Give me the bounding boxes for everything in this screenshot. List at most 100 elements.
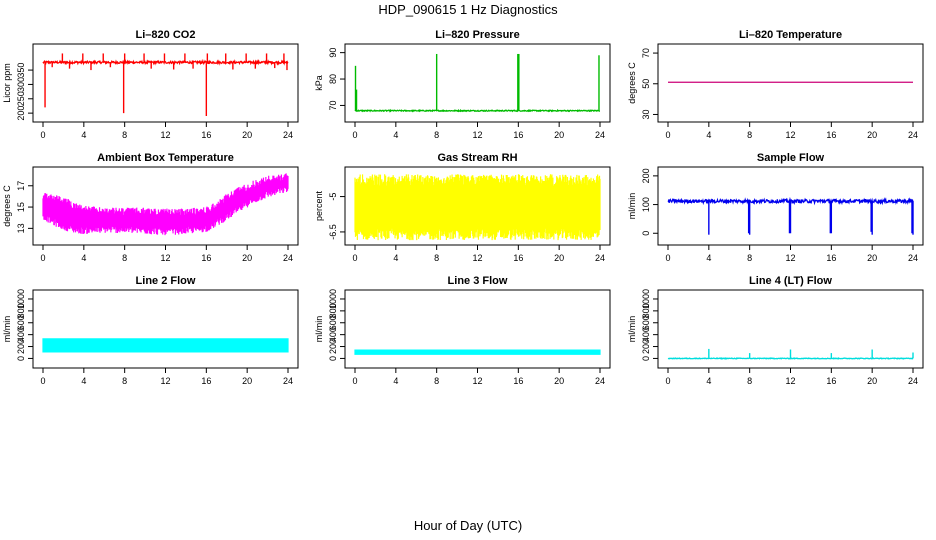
x-tick-label: 4 xyxy=(393,376,398,386)
x-tick-label: 0 xyxy=(40,376,45,386)
panel-title: Li–820 Pressure xyxy=(435,29,519,41)
y-axis-label: percent xyxy=(314,190,324,221)
y-tick-label: 90 xyxy=(328,48,338,58)
x-tick-label: 4 xyxy=(706,253,711,263)
x-tick-label: 0 xyxy=(352,253,357,263)
series-area xyxy=(667,196,914,235)
x-tick-label: 24 xyxy=(908,376,918,386)
y-tick-label: 0 xyxy=(328,356,338,361)
panel-title: Li–820 CO2 xyxy=(136,29,196,41)
y-tick-label: 300 xyxy=(16,77,26,92)
x-tick-label: 12 xyxy=(160,253,170,263)
y-tick-label: 600 xyxy=(16,315,26,330)
y-tick-label: 400 xyxy=(328,327,338,342)
y-tick-label: 350 xyxy=(16,63,26,78)
x-tick-label: 8 xyxy=(122,253,127,263)
x-tick-label: 8 xyxy=(122,130,127,140)
x-tick-label: 0 xyxy=(665,253,670,263)
chart-panel-8: Line 3 Flow ml/min 0 4 8 12 16 20 24 0 20040060080… xyxy=(314,275,611,386)
x-tick-label: 16 xyxy=(513,376,523,386)
plot-frame xyxy=(32,289,299,369)
y-tick-label: -6.5 xyxy=(328,224,338,240)
x-tick-label: 12 xyxy=(785,376,795,386)
x-tick-label: 0 xyxy=(40,130,45,140)
series-area xyxy=(42,338,289,353)
y-axis-label: ml/min xyxy=(627,316,637,343)
chart-panel-5: Gas Stream RH percent 0 4 8 12 16 20 24 -6.5 -5 xyxy=(314,152,611,263)
y-tick-label: 800 xyxy=(641,303,651,318)
plot-frame xyxy=(344,289,611,369)
x-tick-label: 8 xyxy=(747,376,752,386)
x-tick-label: 24 xyxy=(595,253,605,263)
x-tick-label: 4 xyxy=(81,376,86,386)
y-tick-label: 13 xyxy=(16,223,26,233)
y-tick-label: 70 xyxy=(641,48,651,58)
x-tick-label: 0 xyxy=(665,130,670,140)
x-tick-label: 16 xyxy=(826,253,836,263)
y-tick-label: 1000 xyxy=(328,289,338,309)
panel-title: Line 4 (LT) Flow xyxy=(749,275,832,287)
panel-title: Sample Flow xyxy=(757,152,825,164)
chart-panel-1: Li–820 CO2 Licor ppm 0 4 8 12 16 20 24 2002503003… xyxy=(2,29,299,140)
y-tick-label: 100 xyxy=(641,197,651,212)
x-tick-label: 0 xyxy=(40,253,45,263)
chart-panel-6: Sample Flow ml/min 0 4 8 12 16 20 24 0 100 200 xyxy=(627,152,924,263)
x-tick-label: 16 xyxy=(201,253,211,263)
series-line-1 xyxy=(354,108,601,113)
y-tick-label: 30 xyxy=(641,109,651,119)
x-tick-label: 8 xyxy=(122,376,127,386)
x-tick-label: 16 xyxy=(201,376,211,386)
plot-frame xyxy=(32,43,299,123)
y-tick-label: 600 xyxy=(641,315,651,330)
figure-title: HDP_090615 1 Hz Diagnostics xyxy=(378,2,558,17)
x-tick-label: 20 xyxy=(554,130,564,140)
plot-frame xyxy=(657,43,924,123)
x-tick-label: 24 xyxy=(283,376,293,386)
figure-x-axis-label: Hour of Day (UTC) xyxy=(413,518,523,533)
x-tick-label: 24 xyxy=(908,130,918,140)
series-area xyxy=(42,173,289,236)
x-tick-label: 8 xyxy=(747,253,752,263)
y-tick-label: 800 xyxy=(328,303,338,318)
y-axis-label: ml/min xyxy=(2,316,12,343)
series-line-1 xyxy=(354,349,601,355)
x-tick-label: 8 xyxy=(434,376,439,386)
y-tick-label: 0 xyxy=(16,356,26,361)
y-tick-label: 70 xyxy=(328,100,338,110)
y-tick-label: 80 xyxy=(328,74,338,84)
x-tick-label: 24 xyxy=(908,253,918,263)
y-axis-label: Licor ppm xyxy=(2,63,12,103)
x-tick-label: 16 xyxy=(201,130,211,140)
x-tick-label: 12 xyxy=(160,376,170,386)
series-line-1 xyxy=(42,173,289,236)
series-area xyxy=(354,349,601,355)
x-tick-label: 16 xyxy=(826,130,836,140)
y-axis-label: degrees C xyxy=(627,62,637,104)
x-tick-label: 24 xyxy=(283,253,293,263)
x-tick-label: 20 xyxy=(554,253,564,263)
series-line-1 xyxy=(42,58,289,66)
x-tick-label: 8 xyxy=(434,253,439,263)
y-axis-label: kPa xyxy=(314,75,324,91)
y-tick-label: 400 xyxy=(641,327,651,342)
y-tick-label: 600 xyxy=(328,315,338,330)
panel-title: Line 3 Flow xyxy=(448,275,508,287)
y-tick-label: 200 xyxy=(641,339,651,354)
y-tick-label: 50 xyxy=(641,79,651,89)
y-tick-label: 250 xyxy=(16,91,26,106)
x-tick-label: 4 xyxy=(706,376,711,386)
y-tick-label: 200 xyxy=(328,339,338,354)
x-tick-label: 12 xyxy=(472,376,482,386)
y-axis-label: ml/min xyxy=(627,193,637,220)
x-tick-label: 20 xyxy=(867,130,877,140)
y-tick-label: 1000 xyxy=(16,289,26,309)
panel-title: Line 2 Flow xyxy=(136,275,196,287)
series-line-1 xyxy=(42,338,289,353)
y-tick-label: 800 xyxy=(16,303,26,318)
series-line-1 xyxy=(354,174,601,241)
x-tick-label: 12 xyxy=(472,253,482,263)
series-area xyxy=(667,348,914,360)
panel-title: Gas Stream RH xyxy=(437,152,517,164)
x-tick-label: 20 xyxy=(242,130,252,140)
x-tick-label: 20 xyxy=(554,376,564,386)
